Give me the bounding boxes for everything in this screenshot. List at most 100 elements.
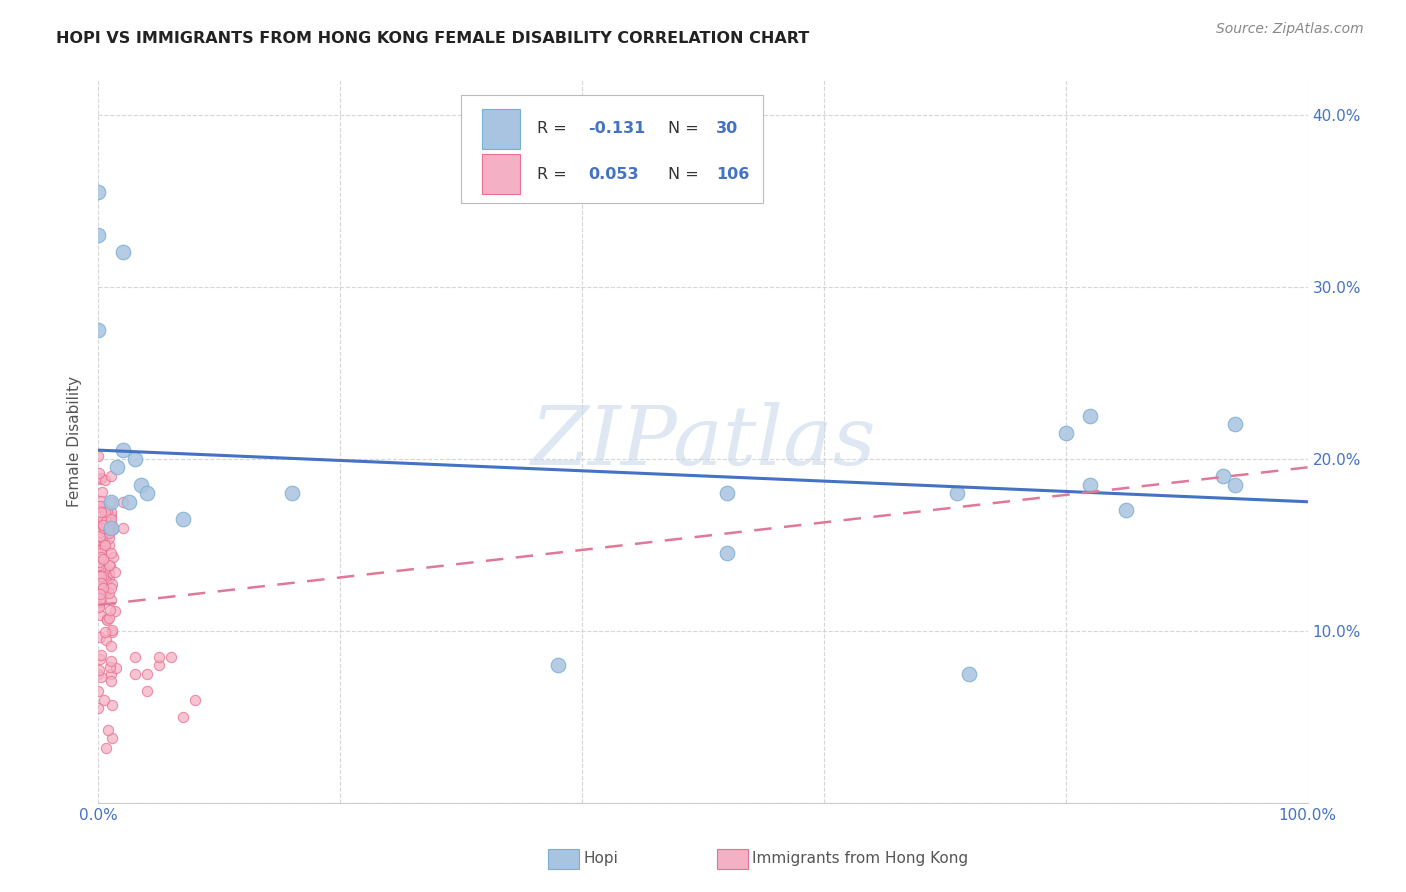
Point [89,540,111,554]
Point [124,666,146,681]
Point [118,494,141,508]
Point [111,520,134,534]
Point [1212,469,1234,483]
Point [100,639,122,653]
Point [87,228,110,243]
Point [90,576,112,591]
Point [98,525,121,540]
Point [547,658,569,673]
Point [96,504,118,518]
Point [124,649,146,664]
Point [96,582,118,597]
Point [91,513,114,527]
Point [93,563,115,577]
Point [100,558,122,573]
Point [957,666,980,681]
Point [98,586,121,600]
Point [96,723,118,737]
Point [96,612,118,626]
Point [91,529,114,543]
Point [87,684,110,698]
Point [91,530,114,544]
Point [94,538,117,552]
Point [96,613,118,627]
Point [148,649,170,664]
Point [87,663,110,677]
Point [1115,503,1137,517]
Point [716,486,738,500]
Point [100,655,122,669]
Point [94,574,117,589]
Point [111,245,134,260]
Point [105,661,128,675]
Text: -0.131: -0.131 [588,121,645,136]
Text: R =: R = [537,121,572,136]
Point [100,666,122,681]
Point [93,573,115,587]
Point [135,486,157,500]
Point [97,611,120,625]
Point [90,542,112,557]
Point [89,524,111,539]
Text: HOPI VS IMMIGRANTS FROM HONG KONG FEMALE DISABILITY CORRELATION CHART: HOPI VS IMMIGRANTS FROM HONG KONG FEMALE… [56,31,810,46]
Point [89,594,111,608]
Point [89,651,111,665]
Point [89,530,111,544]
Point [172,710,194,724]
Point [93,521,115,535]
Point [98,603,121,617]
Point [91,517,114,532]
Text: Hopi: Hopi [583,851,619,865]
Point [135,666,157,681]
Point [94,633,117,648]
Text: 30: 30 [716,121,738,136]
Point [101,624,124,638]
Point [93,537,115,551]
Point [100,519,122,533]
Point [90,494,112,508]
Point [100,508,122,523]
Point [160,649,183,664]
Point [94,740,117,755]
Point [946,486,969,500]
Point [89,555,111,569]
Point [90,500,112,514]
Point [94,514,117,528]
Point [90,517,112,532]
Point [87,185,110,199]
Point [90,568,112,582]
Point [1223,417,1246,432]
Point [97,558,120,573]
Point [90,546,112,560]
Point [281,486,304,500]
Point [100,469,122,483]
Point [90,500,112,515]
Point [87,449,110,463]
Point [111,494,134,508]
Point [105,460,128,475]
Point [89,499,111,513]
Point [104,604,127,618]
Point [94,625,117,640]
Point [96,525,118,540]
Point [124,451,146,466]
Text: R =: R = [537,167,572,182]
Text: ZIPatlas: ZIPatlas [530,401,876,482]
Point [91,568,114,582]
Point [103,549,125,564]
Point [89,608,111,623]
Point [98,659,121,673]
Point [89,569,111,583]
Point [90,471,112,485]
Point [100,731,122,745]
Y-axis label: Female Disability: Female Disability [67,376,83,508]
Point [101,522,124,536]
Point [184,692,207,706]
Bar [482,154,520,194]
Point [98,566,121,580]
Point [91,485,114,500]
Point [100,546,122,560]
Point [100,625,122,640]
Point [101,577,124,591]
Point [89,587,111,601]
